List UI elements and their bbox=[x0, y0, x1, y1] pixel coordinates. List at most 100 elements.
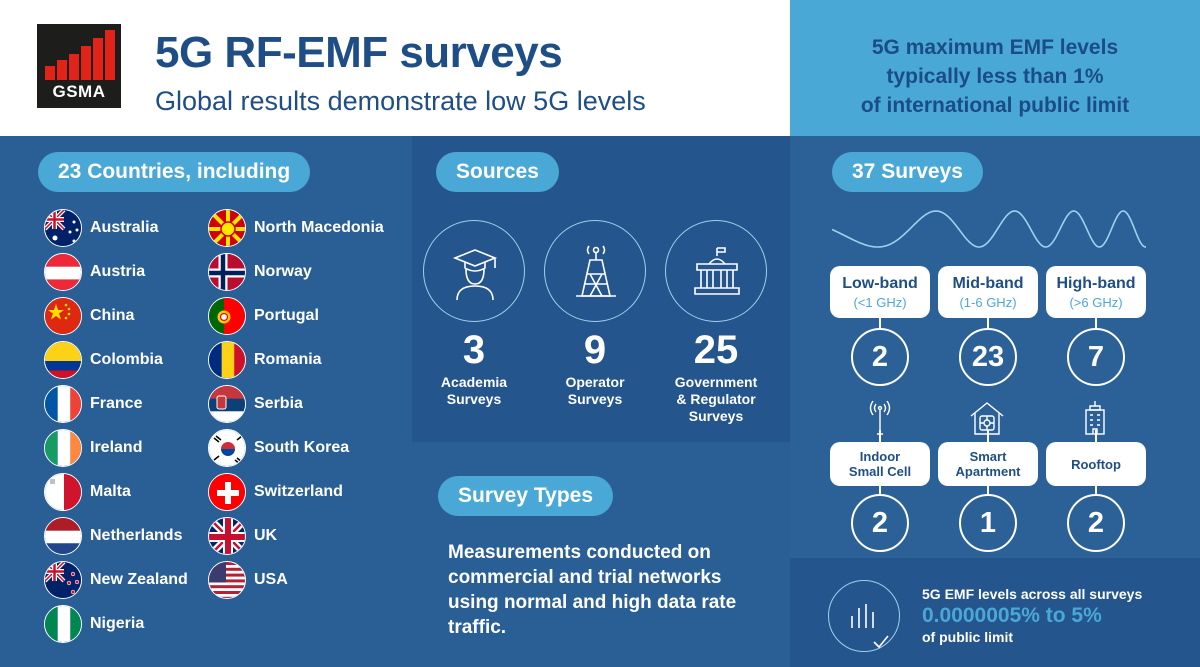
government-label: Government & Regulator Surveys bbox=[656, 374, 776, 425]
operator-count: 9 bbox=[583, 328, 607, 372]
country-item: France bbox=[44, 384, 142, 424]
mid-band-count: 23 bbox=[959, 328, 1017, 386]
austria-flag-icon bbox=[44, 253, 82, 291]
country-name: Norway bbox=[254, 263, 312, 280]
smart-home-icon bbox=[970, 402, 1004, 435]
country-name: Australia bbox=[90, 219, 159, 236]
highlight-banner: 5G maximum EMF levels typically less tha… bbox=[790, 0, 1200, 136]
connector-line bbox=[1095, 318, 1097, 330]
country-item: Netherlands bbox=[44, 516, 182, 556]
smart-apartment-box: Smart Apartment bbox=[938, 442, 1038, 486]
country-name: Romania bbox=[254, 351, 322, 368]
small-cell-antenna-icon bbox=[869, 400, 891, 435]
label-line: Surveys bbox=[688, 408, 744, 424]
government-building-icon bbox=[665, 220, 767, 322]
country-item: USA bbox=[208, 560, 288, 600]
rooftop-building-icon bbox=[1085, 401, 1105, 435]
highlight-line: typically less than 1% bbox=[886, 65, 1104, 88]
levels-caption: 5G EMF levels across all surveys bbox=[922, 586, 1143, 602]
rooftop-box: Rooftop bbox=[1046, 442, 1146, 486]
connector-line bbox=[1095, 430, 1097, 442]
country-item: Malta bbox=[44, 472, 131, 512]
country-item: Serbia bbox=[208, 384, 303, 424]
country-item: Austria bbox=[44, 252, 145, 292]
usa-flag-icon bbox=[208, 561, 246, 599]
portugal-flag-icon bbox=[208, 297, 246, 335]
survey-types-panel: Survey Types Measurements conducted on c… bbox=[412, 442, 790, 667]
countries-heading: 23 Countries, including bbox=[38, 152, 311, 192]
connector-line bbox=[987, 486, 989, 496]
highlight-line: 5G maximum EMF levels bbox=[871, 36, 1119, 59]
smart-apartment-count: 1 bbox=[959, 494, 1017, 552]
survey-types-heading: Survey Types bbox=[438, 476, 614, 516]
label-line: Government bbox=[674, 374, 758, 390]
operator-label: Operator Surveys bbox=[535, 374, 655, 408]
label-line: Academia bbox=[440, 374, 508, 390]
graduate-icon bbox=[423, 220, 525, 322]
country-item: Nigeria bbox=[44, 604, 144, 644]
country-name: Switzerland bbox=[254, 483, 343, 500]
country-item: Romania bbox=[208, 340, 322, 380]
country-name: USA bbox=[254, 571, 288, 588]
frequency-wave-icon bbox=[832, 210, 1146, 248]
government-count: 25 bbox=[693, 328, 739, 372]
country-item: Switzerland bbox=[208, 472, 343, 512]
indoor-small-cell-count: 2 bbox=[851, 494, 909, 552]
emf-levels-panel: 5G EMF levels across all surveys 0.00000… bbox=[790, 558, 1200, 667]
country-name: UK bbox=[254, 527, 278, 544]
low-band-box: Low-band (<1 GHz) bbox=[830, 266, 930, 318]
country-item: Portugal bbox=[208, 296, 319, 336]
band-name: Mid-band bbox=[952, 275, 1024, 292]
band-range: (1-6 GHz) bbox=[959, 295, 1017, 310]
france-flag-icon bbox=[44, 385, 82, 423]
low-band-count: 2 bbox=[851, 328, 909, 386]
academia-label: Academia Surveys bbox=[414, 374, 534, 408]
country-name: France bbox=[90, 395, 143, 412]
malta-flag-icon bbox=[44, 473, 82, 511]
band-name: High-band bbox=[1056, 275, 1136, 292]
connector-line bbox=[879, 318, 881, 330]
header-banner: GSMA 5G RF-EMF surveys Global results de… bbox=[0, 0, 790, 136]
ireland-flag-icon bbox=[44, 429, 82, 467]
country-name: South Korea bbox=[254, 439, 350, 456]
country-item: UK bbox=[208, 516, 277, 556]
academia-count: 3 bbox=[462, 328, 486, 372]
countries-panel: 23 Countries, including Australia Austri… bbox=[0, 136, 412, 667]
band-range: (<1 GHz) bbox=[853, 295, 907, 310]
uk-flag-icon bbox=[208, 517, 246, 555]
label-line: Operator bbox=[565, 374, 625, 390]
connector-line bbox=[987, 318, 989, 330]
country-name: Nigeria bbox=[90, 615, 145, 632]
band-range: (>6 GHz) bbox=[1069, 295, 1123, 310]
label-line: & Regulator bbox=[676, 391, 756, 407]
country-name: Austria bbox=[90, 263, 146, 280]
surveys-panel: 37 Surveys Low-band (<1 GHz) Mid-band (1… bbox=[790, 136, 1200, 558]
page-subtitle: Global results demonstrate low 5G levels bbox=[155, 86, 646, 116]
north-macedonia-flag-icon bbox=[208, 209, 246, 247]
highlight-line: of international public limit bbox=[860, 94, 1130, 117]
levels-range: 0.0000005% to 5% bbox=[922, 604, 1102, 627]
switzerland-flag-icon bbox=[208, 473, 246, 511]
gsma-logo: GSMA bbox=[37, 24, 121, 108]
logo-text: GSMA bbox=[52, 82, 106, 101]
country-item: North Macedonia bbox=[208, 208, 384, 248]
australia-flag-icon bbox=[44, 209, 82, 247]
levels-footnote: of public limit bbox=[922, 629, 1013, 645]
country-name: New Zealand bbox=[90, 571, 188, 588]
country-item: New Zealand bbox=[44, 560, 188, 600]
romania-flag-icon bbox=[208, 341, 246, 379]
label-line: Surveys bbox=[567, 391, 623, 407]
surveys-heading: 37 Surveys bbox=[832, 152, 983, 192]
new-zealand-flag-icon bbox=[44, 561, 82, 599]
indoor-small-cell-box: Indoor Small Cell bbox=[830, 442, 930, 486]
colombia-flag-icon bbox=[44, 341, 82, 379]
label-line: Rooftop bbox=[1071, 456, 1121, 472]
country-name: Netherlands bbox=[90, 527, 183, 544]
survey-types-description: Measurements conducted on commercial and… bbox=[448, 542, 737, 638]
country-item: Colombia bbox=[44, 340, 163, 380]
country-item: Australia bbox=[44, 208, 158, 248]
norway-flag-icon bbox=[208, 253, 246, 291]
country-name: China bbox=[90, 307, 135, 324]
country-name: Portugal bbox=[254, 307, 319, 324]
connector-line bbox=[879, 486, 881, 496]
